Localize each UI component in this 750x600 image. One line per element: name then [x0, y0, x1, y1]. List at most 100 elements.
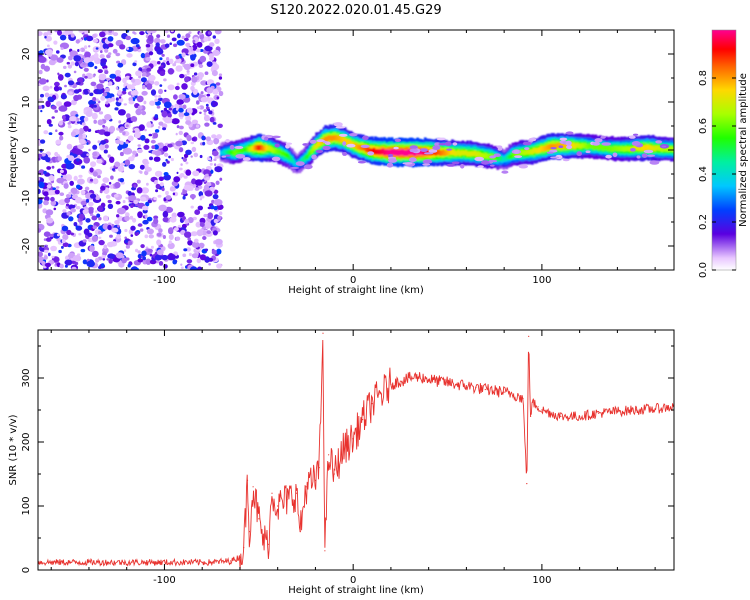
noise-blob [88, 45, 91, 48]
noise-blob [70, 131, 77, 138]
halo-blob [636, 155, 641, 159]
noise-blob [196, 106, 201, 109]
noise-blob [59, 263, 64, 269]
noise-blob [53, 40, 58, 45]
noise-blob [95, 47, 99, 50]
noise-blob [148, 74, 156, 82]
noise-blob [182, 195, 186, 200]
noise-blob [211, 70, 218, 77]
noise-blob [198, 64, 204, 68]
halo-blob [289, 166, 300, 169]
ridge-segment [313, 144, 317, 150]
noise-blob [43, 255, 48, 260]
noise-blob [170, 104, 174, 109]
noise-blob [216, 96, 220, 100]
ridge-segment [262, 146, 265, 152]
noise-blob [109, 234, 113, 238]
noise-blob [68, 91, 73, 96]
noise-blob [45, 209, 54, 216]
noise-blob [80, 200, 88, 206]
noise-blob [54, 189, 60, 195]
noise-blob [70, 187, 78, 194]
noise-blob [183, 184, 192, 191]
noise-blob [183, 63, 191, 71]
halo-blob [322, 145, 331, 151]
noise-blob [204, 45, 213, 52]
noise-blob [185, 149, 192, 155]
noise-blob [200, 96, 208, 103]
noise-blob [216, 248, 222, 255]
noise-blob [92, 144, 98, 150]
noise-blob [92, 75, 96, 78]
snr-data-point [550, 412, 552, 414]
ridge-segment [451, 149, 454, 155]
ridge-segment [455, 150, 459, 156]
noise-blob [167, 143, 173, 148]
ridge-segment [609, 146, 613, 152]
noise-blob [211, 249, 217, 255]
snr-data-point [560, 415, 562, 417]
ridge-segment [452, 150, 456, 155]
ridge-segment [407, 149, 410, 155]
noise-blob [135, 108, 142, 116]
halo-blob [600, 135, 606, 139]
noise-blob [168, 240, 172, 245]
noise-blob [163, 264, 168, 269]
snr-data-point [318, 467, 320, 469]
halo-blob [630, 148, 636, 152]
noise-blob [211, 150, 219, 157]
noise-blob [115, 200, 121, 205]
noise-blob [178, 94, 186, 100]
ridge-segment [487, 154, 490, 159]
ridge-segment [464, 150, 468, 156]
noise-blob [93, 119, 97, 124]
ridge-segment [650, 145, 654, 151]
noise-blob [193, 152, 199, 158]
colorbar: 0.0 0.2 0.4 0.6 0.8 Normalized spectral ampl… [698, 29, 749, 278]
halo-blob [434, 142, 441, 147]
ridge-segment [257, 145, 261, 151]
noise-blob [67, 155, 75, 162]
noise-blob [196, 41, 203, 48]
noise-blob [98, 239, 105, 246]
noise-blob [107, 81, 113, 86]
noise-blob [190, 231, 198, 237]
noise-blob [78, 233, 82, 236]
snr-data-point [145, 561, 147, 563]
noise-blob [105, 101, 109, 105]
noise-blob [83, 156, 90, 164]
noise-blob [206, 230, 212, 235]
ridge-segment [283, 152, 287, 157]
noise-blob [158, 204, 167, 212]
noise-blob [168, 227, 174, 235]
noise-blob [169, 216, 177, 223]
colorbar-tick-label: 0.0 [698, 262, 709, 278]
noise-blob [175, 236, 181, 241]
noise-blob [196, 266, 203, 270]
halo-blob [235, 154, 246, 159]
noise-blob [61, 225, 69, 232]
noise-blob [100, 95, 106, 101]
ridge-segment [330, 136, 333, 142]
ridge-segment [275, 149, 279, 154]
noise-blob [85, 35, 94, 42]
noise-blob [102, 124, 105, 128]
noise-blob [111, 227, 119, 233]
halo-blob [342, 141, 347, 146]
noise-blob [114, 161, 121, 168]
noise-blob [64, 197, 71, 204]
noise-blob [77, 144, 84, 150]
noise-blob [130, 204, 134, 208]
ridge-segment [594, 144, 598, 149]
noise-blob [95, 257, 100, 263]
noise-blob [46, 119, 52, 125]
snr-data-point [528, 335, 530, 337]
noise-blob [72, 204, 76, 208]
noise-blob [199, 111, 202, 115]
snr-data-point [456, 383, 458, 385]
noise-blob [100, 50, 103, 54]
noise-blob [108, 181, 112, 185]
snr-data-point [579, 415, 581, 417]
halo-blob [585, 150, 591, 153]
ridge-segment [573, 144, 577, 149]
